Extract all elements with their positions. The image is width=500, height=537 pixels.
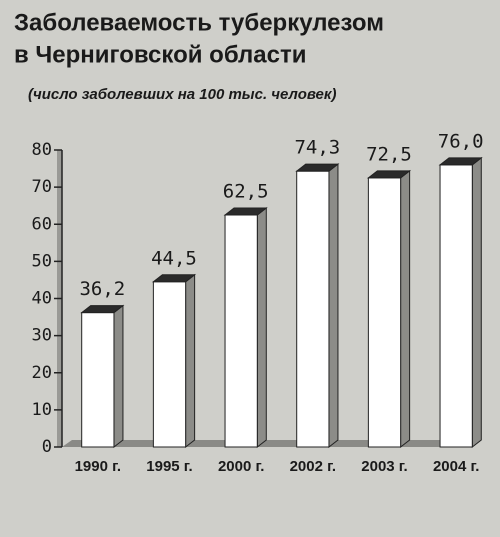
y-tick-label: 20 (32, 363, 52, 383)
chart-title: в Черниговской области (14, 41, 307, 68)
bar (367, 177, 402, 448)
value-label: 44,5 (151, 247, 197, 269)
value-label: 74,3 (294, 137, 340, 159)
x-tick-label: 1990 г. (75, 458, 121, 475)
value-label: 62,5 (223, 180, 269, 202)
y-tick-label: 80 (32, 140, 52, 160)
x-tick-label: 2003 г. (361, 458, 407, 475)
x-tick-label: 1995 г. (146, 458, 192, 475)
bar-side (400, 169, 411, 449)
bar-side (256, 206, 267, 449)
floor (62, 440, 472, 447)
chart-subtitle: (число заболевших на 100 тыс. человек) (28, 86, 336, 103)
bar-top (295, 163, 340, 172)
bar (439, 164, 473, 448)
value-label: 72,5 (366, 143, 412, 165)
y-tick-label: 50 (32, 251, 52, 271)
value-label: 76,0 (438, 130, 484, 152)
bar-side (328, 163, 339, 449)
bar-top (151, 274, 197, 283)
y-tick-label: 40 (32, 289, 52, 309)
y-tick-label: 70 (32, 177, 52, 197)
bar (81, 312, 115, 448)
bar-top (366, 170, 412, 179)
value-label: 36,2 (79, 278, 125, 300)
bar-top (223, 207, 268, 216)
bar-top (438, 157, 483, 166)
bar (224, 214, 258, 448)
x-tick-label: 2004 г. (433, 458, 479, 475)
x-tick-label: 2000 г. (218, 458, 264, 475)
chart-title: Заболеваемость туберкулезом (14, 9, 384, 36)
bar (296, 170, 330, 448)
bar (152, 281, 187, 448)
y-tick-label: 0 (42, 437, 52, 457)
bar-side (113, 304, 124, 449)
bar-side (471, 156, 482, 449)
bar-side (185, 273, 196, 449)
x-tick-label: 2002 г. (290, 458, 336, 475)
bar-top (80, 305, 125, 314)
y-tick-label: 30 (32, 326, 52, 346)
y-tick-label: 10 (32, 400, 52, 420)
y-tick-label: 60 (32, 214, 52, 234)
